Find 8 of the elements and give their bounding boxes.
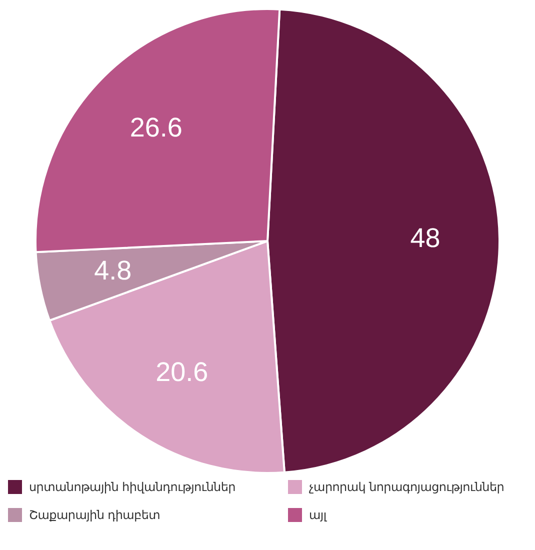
legend-label: Շաքարային դիաբետ bbox=[29, 508, 160, 522]
data-label: 20.6 bbox=[156, 356, 208, 387]
legend-label: չարորակ նորագոյացություններ bbox=[309, 480, 504, 494]
data-label: 4.8 bbox=[94, 256, 132, 286]
data-label: 48 bbox=[410, 222, 440, 253]
data-label: 26.6 bbox=[130, 112, 182, 143]
legend-label: սրտանոթային հիվանդություններ bbox=[29, 480, 236, 494]
legend-label: այլ bbox=[309, 508, 326, 522]
